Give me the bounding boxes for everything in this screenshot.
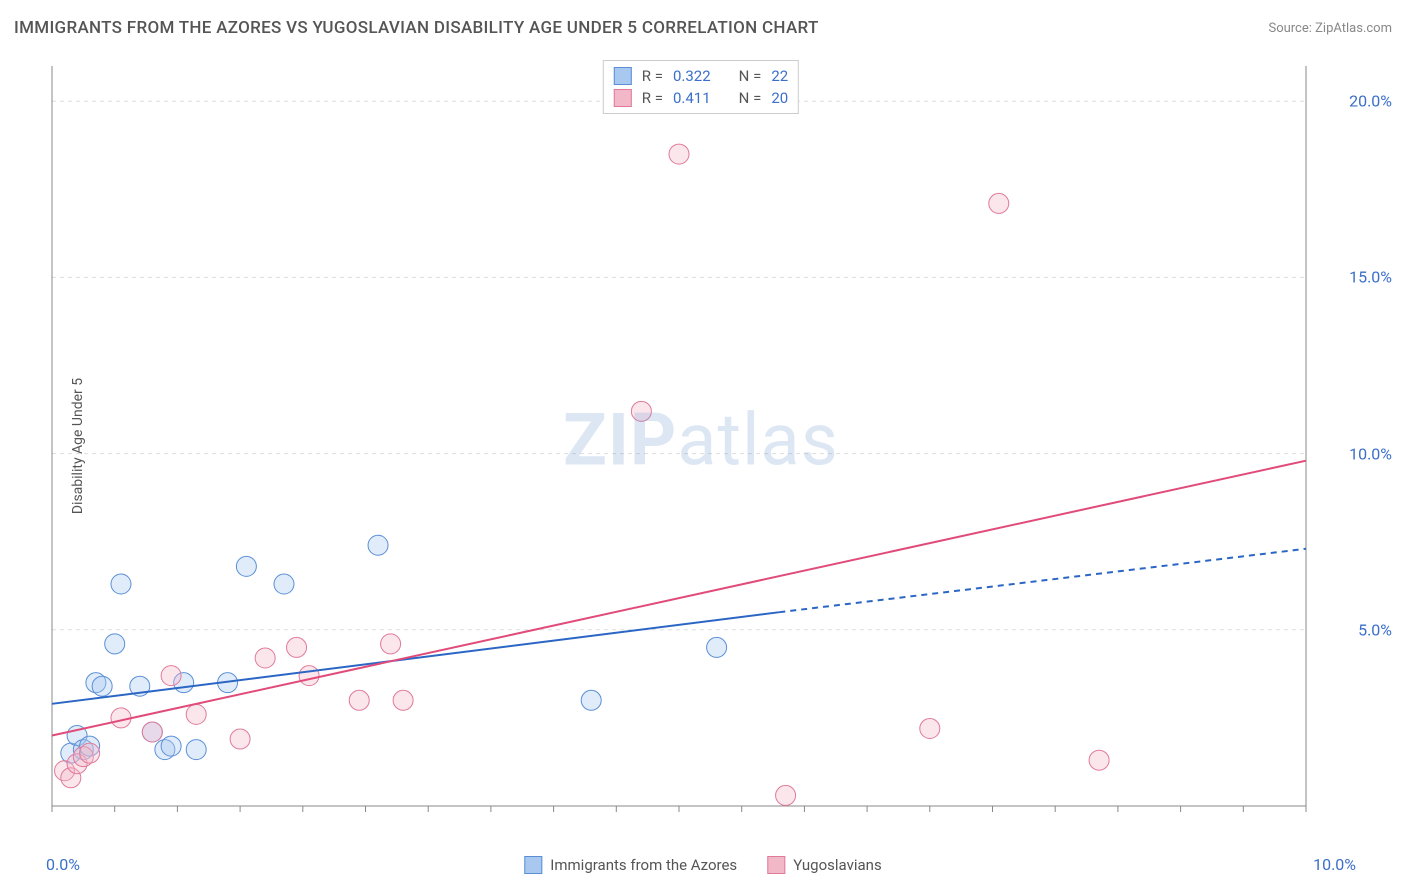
legend-swatch [614,89,632,107]
trend-line [52,612,779,704]
stats-legend-row: R = 0.322 N = 22 [614,65,788,87]
trend-line [52,461,1306,736]
data-point [255,648,275,668]
x-tick-max: 10.0% [1313,855,1356,874]
legend-item: Yugoslavians [767,856,882,874]
stat-n-label: N = [739,67,762,85]
data-point [349,690,369,710]
data-point [393,690,413,710]
data-point [287,637,307,657]
data-point [631,401,651,421]
stat-r-value: 0.411 [673,89,711,107]
legend-label: Immigrants from the Azores [550,856,737,874]
data-point [776,785,796,805]
data-point [161,736,181,756]
data-point [161,666,181,686]
stat-n-value: 22 [771,67,788,85]
stat-r-label: R = [642,67,663,85]
data-point [989,193,1009,213]
y-tick-label: 10.0% [1349,444,1392,463]
stat-n-label: N = [739,89,762,107]
data-point [669,144,689,164]
data-point [142,722,162,742]
chart-svg [46,60,1356,820]
chart-title: IMMIGRANTS FROM THE AZORES VS YUGOSLAVIA… [14,18,819,38]
stats-legend-row: R = 0.411 N = 20 [614,87,788,109]
data-point [105,634,125,654]
data-point [299,666,319,686]
data-point [80,743,100,763]
data-point [581,690,601,710]
data-point [1089,750,1109,770]
data-point [186,704,206,724]
y-tick-label: 15.0% [1349,268,1392,287]
legend-swatch [614,67,632,85]
legend-item: Immigrants from the Azores [524,856,737,874]
source-label: Source: ZipAtlas.com [1268,21,1392,36]
stat-n-value: 20 [771,89,788,107]
data-point [707,637,727,657]
data-point [186,740,206,760]
stat-r-value: 0.322 [673,67,711,85]
data-point [236,556,256,576]
stat-r-label: R = [642,89,663,107]
data-point [230,729,250,749]
stats-legend: R = 0.322 N = 22 R = 0.411 N = 20 [603,60,799,114]
series-legend: Immigrants from the Azores Yugoslavians [524,856,881,874]
legend-swatch [524,856,542,874]
legend-label: Yugoslavians [793,856,882,874]
data-point [381,634,401,654]
data-point [274,574,294,594]
data-point [111,574,131,594]
legend-swatch [767,856,785,874]
data-point [920,718,940,738]
x-tick-min: 0.0% [46,855,80,874]
data-point [92,676,112,696]
y-tick-label: 5.0% [1358,620,1392,639]
y-tick-label: 20.0% [1349,92,1392,111]
scatter-plot: R = 0.322 N = 22 R = 0.411 N = 20 ZIPatl… [46,60,1356,820]
data-point [368,535,388,555]
